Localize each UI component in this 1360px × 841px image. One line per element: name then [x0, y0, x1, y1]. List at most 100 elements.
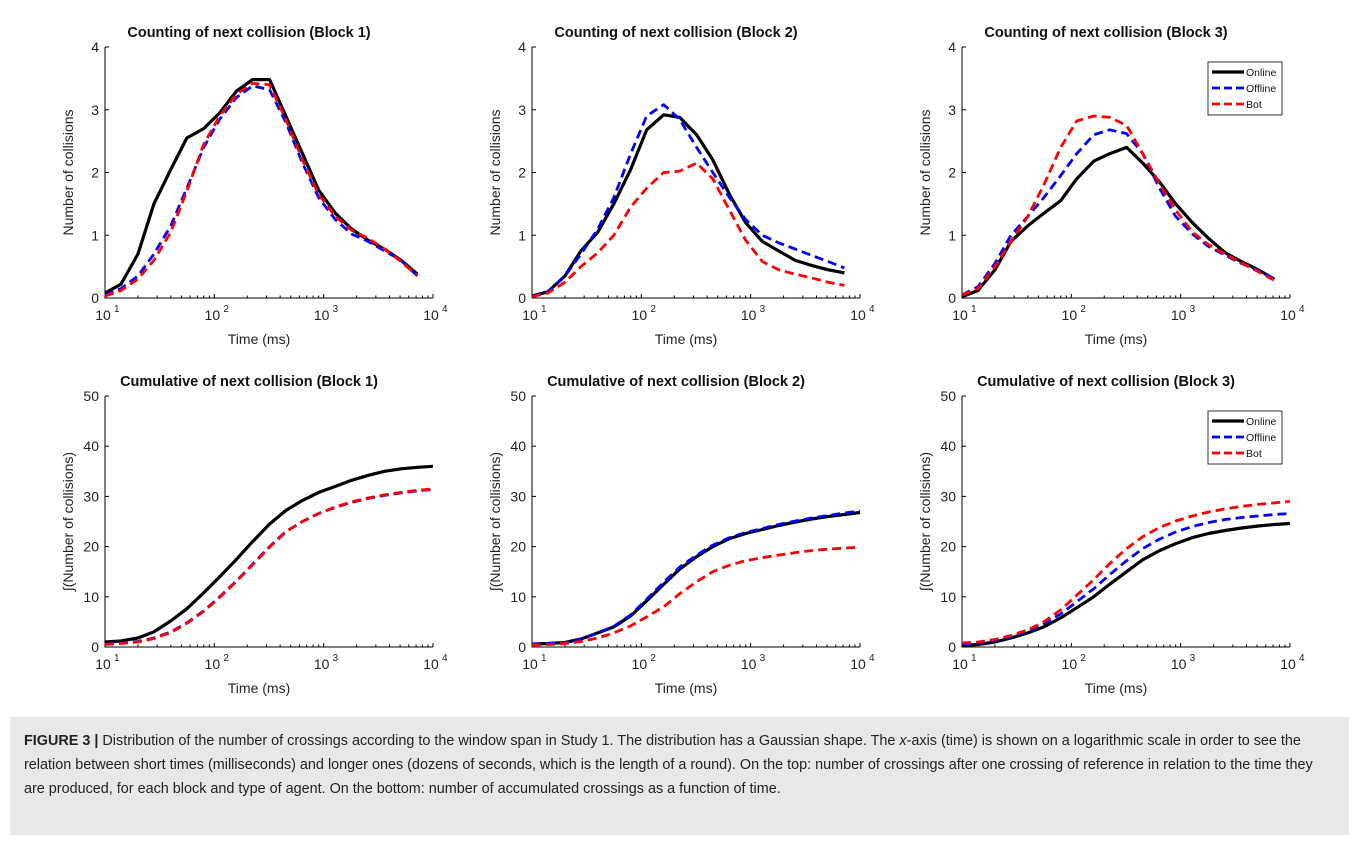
series-line-bot [531, 161, 845, 299]
y-tick-label: 2 [948, 165, 956, 181]
y-tick-label: 30 [940, 488, 956, 504]
x-tick-exponent: 4 [869, 653, 875, 664]
figure-caption: FIGURE 3 | Distribution of the number of… [10, 717, 1349, 835]
series-line-online [961, 521, 1291, 648]
y-tick-label: 2 [518, 165, 526, 181]
series-line-bot [104, 487, 434, 646]
series-line-online [104, 464, 434, 644]
caption-text-part2: -axis (time) is shown on a logarithmic s… [24, 733, 1313, 797]
y-axis-label: ∫(Number of collisions) [487, 452, 503, 592]
series-line-bot [961, 114, 1276, 297]
series-line-bot [531, 545, 861, 647]
x-tick-label: 10 [850, 656, 866, 672]
y-tick-label: 0 [518, 639, 526, 655]
y-tick-label: 0 [91, 639, 99, 655]
x-tick-exponent: 2 [223, 304, 229, 315]
legend: Online Offline Bot [1207, 61, 1283, 116]
y-axis-label: Number of collisions [60, 109, 76, 235]
y-tick-label: 50 [510, 388, 526, 404]
x-tick-exponent: 4 [869, 304, 875, 315]
x-tick-label: 10 [314, 307, 330, 323]
axes-frame [104, 396, 433, 648]
x-tick-exponent: 2 [1080, 304, 1086, 315]
y-tick-label: 30 [83, 488, 99, 504]
y-tick-label: 0 [948, 290, 956, 306]
x-tick-exponent: 1 [541, 653, 547, 664]
axes-frame [531, 396, 860, 648]
series-line-online [961, 145, 1276, 299]
y-tick-label: 4 [518, 39, 526, 55]
x-tick-label: 10 [95, 656, 111, 672]
y-tick-label: 0 [948, 639, 956, 655]
x-axis-label: Time (ms) [655, 680, 717, 696]
x-tick-exponent: 3 [333, 653, 339, 664]
chart-title: Counting of next collision (Block 1) [127, 25, 370, 41]
x-axis-label: Time (ms) [655, 331, 717, 347]
x-tick-label: 10 [952, 307, 968, 323]
axes-frame [531, 47, 860, 299]
y-tick-label: 40 [83, 438, 99, 454]
x-tick-exponent: 3 [333, 304, 339, 315]
y-tick-label: 20 [940, 539, 956, 555]
y-tick-label: 2 [91, 165, 99, 181]
y-tick-label: 30 [510, 488, 526, 504]
y-tick-label: 20 [83, 539, 99, 555]
y-axis-label: Number of collisions [917, 109, 933, 235]
x-tick-exponent: 1 [114, 304, 120, 315]
x-tick-label: 10 [205, 307, 221, 323]
series-line-offline [961, 128, 1276, 297]
y-axis-label: ∫(Number of collisions) [60, 452, 76, 592]
legend-label-offline: Offline [1246, 83, 1276, 95]
x-tick-exponent: 4 [1299, 653, 1305, 664]
y-tick-label: 0 [91, 290, 99, 306]
series-line-offline [531, 509, 861, 646]
y-tick-label: 50 [940, 388, 956, 404]
y-tick-label: 50 [83, 388, 99, 404]
x-tick-exponent: 2 [223, 653, 229, 664]
y-tick-label: 1 [518, 227, 526, 243]
x-tick-exponent: 1 [114, 653, 120, 664]
x-tick-label: 10 [314, 656, 330, 672]
series-line-bot [961, 500, 1291, 645]
series-line-bot [104, 82, 419, 298]
y-tick-label: 40 [940, 438, 956, 454]
series-line-online [531, 510, 861, 646]
legend-label-online: Online [1246, 67, 1277, 79]
y-tick-label: 10 [510, 589, 526, 605]
x-axis-label: Time (ms) [228, 680, 290, 696]
y-tick-label: 3 [518, 102, 526, 118]
x-tick-exponent: 3 [760, 304, 766, 315]
x-tick-label: 10 [95, 307, 111, 323]
x-axis-label: Time (ms) [1085, 331, 1147, 347]
caption-text-part1: Distribution of the number of crossings … [98, 733, 900, 749]
x-tick-exponent: 4 [442, 304, 448, 315]
y-tick-label: 4 [948, 39, 956, 55]
y-tick-label: 1 [91, 227, 99, 243]
y-tick-label: 10 [940, 589, 956, 605]
x-tick-label: 10 [741, 307, 757, 323]
y-tick-label: 40 [510, 438, 526, 454]
x-tick-exponent: 2 [1080, 653, 1086, 664]
x-tick-exponent: 4 [1299, 304, 1305, 315]
x-tick-label: 10 [522, 656, 538, 672]
x-tick-exponent: 3 [1190, 653, 1196, 664]
x-tick-label: 10 [632, 656, 648, 672]
x-tick-label: 10 [741, 656, 757, 672]
chart-title: Cumulative of next collision (Block 2) [547, 374, 805, 390]
caption-text-italic: x [899, 733, 907, 749]
x-tick-label: 10 [632, 307, 648, 323]
x-tick-label: 10 [1171, 656, 1187, 672]
x-tick-label: 10 [423, 656, 439, 672]
series-line-offline [531, 103, 845, 298]
legend-label-bot: Bot [1246, 99, 1262, 111]
x-tick-exponent: 1 [541, 304, 547, 315]
x-tick-label: 10 [205, 656, 221, 672]
x-tick-label: 10 [952, 656, 968, 672]
y-axis-label: ∫(Number of collisions) [917, 452, 933, 592]
legend: Online Offline Bot [1207, 410, 1283, 465]
